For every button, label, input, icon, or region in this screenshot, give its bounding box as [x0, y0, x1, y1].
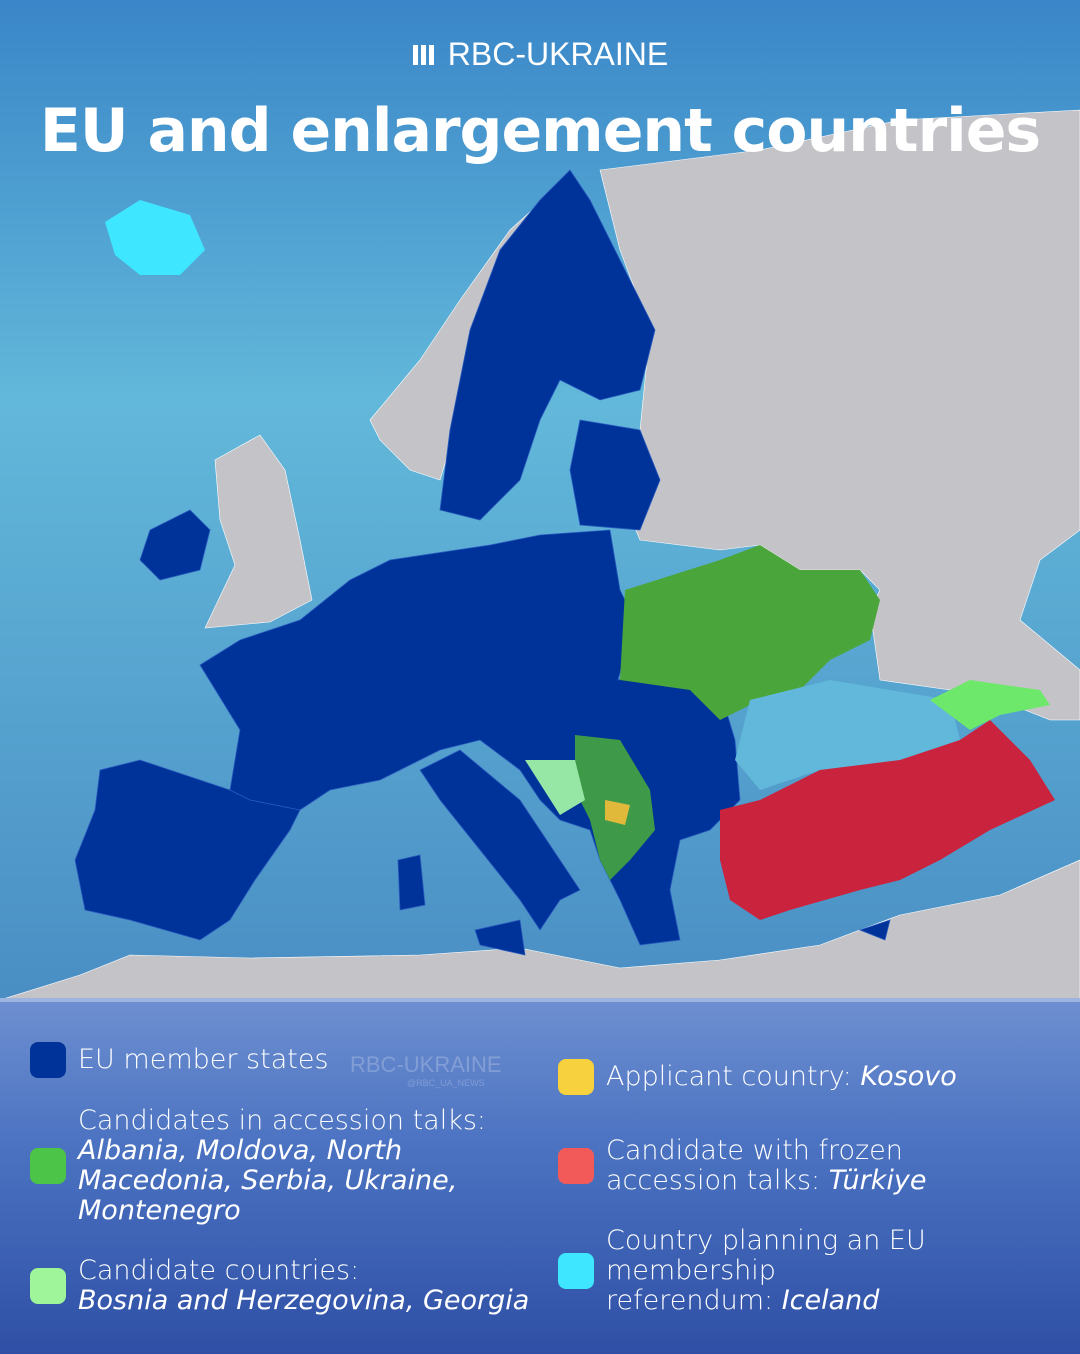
legend-referendum: Country planning an EU membership refere… [558, 1226, 938, 1316]
swatch-candidate [30, 1268, 66, 1304]
legend-countries: Bosnia and Herzegovina, Georgia [78, 1285, 530, 1316]
swatch-frozen [558, 1148, 594, 1184]
legend-countries: Kosovo [860, 1061, 957, 1092]
swatch-eu [30, 1042, 66, 1078]
page-title: EU and enlargement countries [39, 96, 1041, 166]
legend-label: EU member states [78, 1044, 329, 1075]
swatch-applicant [558, 1059, 594, 1095]
legend-countries: Türkiye [828, 1165, 927, 1196]
legend-label: Applicant country: [606, 1061, 861, 1092]
brand-name: RBC-UKRAINE [447, 36, 669, 72]
legend-eu: EU member states [30, 1042, 329, 1078]
europe-map [0, 0, 1080, 1000]
watermark: RBC-UKRAINE @RBC_UA_NEWS [350, 1052, 502, 1088]
georgia [930, 680, 1050, 730]
legend-label: Candidate with frozen accession talks: [606, 1135, 903, 1196]
swatch-accession [30, 1148, 66, 1184]
turkiye [720, 720, 1055, 920]
kosovo [605, 800, 630, 825]
legend-label: Country planning an EU membership refere… [606, 1225, 926, 1316]
iceland [105, 200, 205, 275]
brand-header: RBC-UKRAINE [0, 36, 1080, 73]
black-sea [735, 680, 960, 790]
legend-frozen: Candidate with frozen accession talks: T… [558, 1136, 1038, 1196]
ukraine-moldova [620, 545, 880, 720]
rbc-logo-icon [412, 44, 434, 65]
legend-label: Candidate countries: [78, 1255, 360, 1286]
legend-accession: Candidates in accession talks: Albania, M… [30, 1106, 500, 1226]
bosnia [525, 760, 585, 815]
legend-label: Candidates in accession talks: [78, 1105, 487, 1136]
legend-countries: Albania, Moldova, North Macedonia, Serbi… [78, 1135, 458, 1226]
legend: RBC-UKRAINE @RBC_UA_NEWS EU member states… [0, 998, 1080, 1354]
legend-countries: Iceland [781, 1285, 880, 1316]
legend-candidate: Candidate countries: Bosnia and Herzegovi… [30, 1256, 530, 1316]
swatch-referendum [558, 1253, 594, 1289]
legend-applicant: Applicant country: Kosovo [558, 1059, 957, 1095]
